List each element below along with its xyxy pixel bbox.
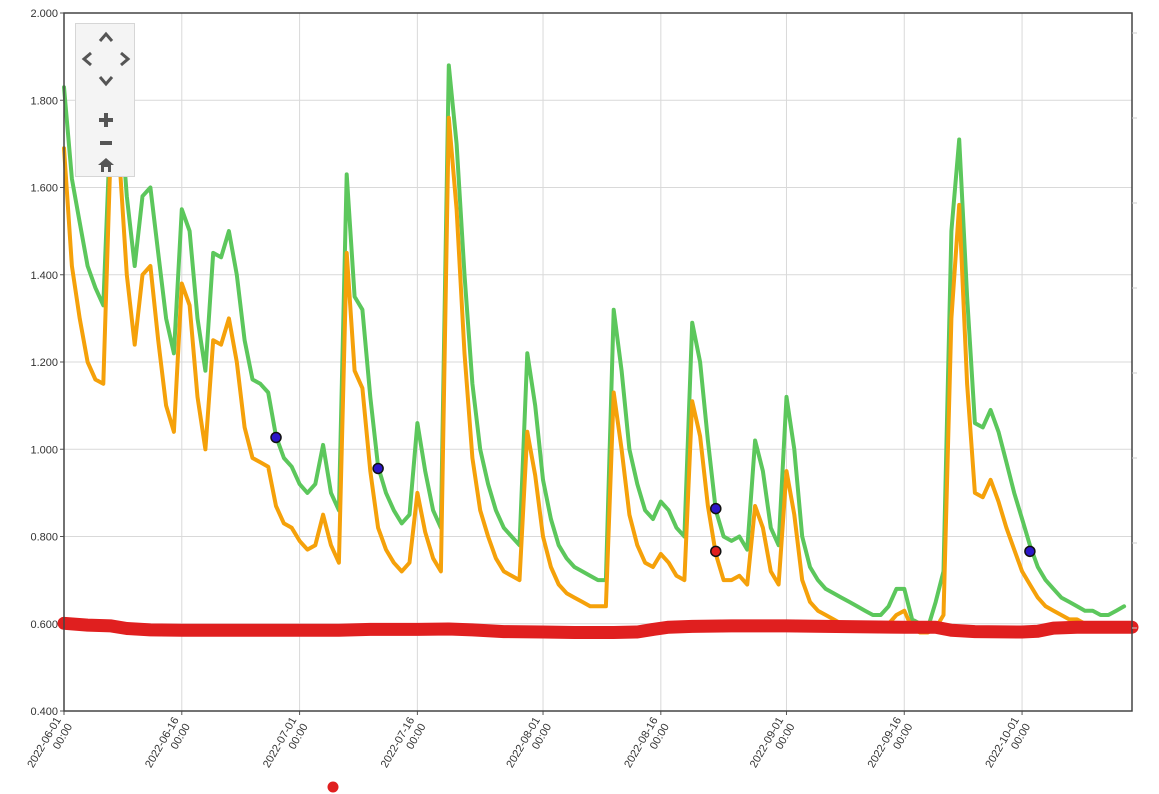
legend-marker-dot [327,781,339,793]
y-tick-label: 1.800 [30,95,58,107]
data-marker-point[interactable] [270,431,282,444]
y-tick-label: 1.400 [30,270,58,282]
data-marker-point[interactable] [710,545,722,558]
pan-right-icon[interactable] [114,48,136,70]
data-marker-point[interactable] [372,462,384,475]
pan-left-icon[interactable] [76,48,98,70]
pan-down-icon[interactable] [95,70,117,92]
y-tick-label: 0.600 [30,619,58,631]
y-tick-label: 2.000 [30,8,58,20]
series-line-3 [57,616,1139,639]
home-icon[interactable] [95,154,117,176]
y-tick-label: 0.400 [30,706,58,718]
data-marker-point[interactable] [1024,545,1036,558]
plot-frame [63,12,1133,712]
y-tick-label: 0.800 [30,532,58,544]
series-line-2 [62,115,1127,635]
pan-up-icon[interactable] [95,26,117,48]
data-marker-point[interactable] [710,502,722,515]
navigation-panel [75,23,135,177]
y-tick-label: 1.000 [30,444,58,456]
zoom-out-icon[interactable] [95,132,117,154]
zoom-in-icon[interactable] [95,109,117,131]
y-tick-label: 1.200 [30,357,58,369]
y-tick-label: 1.600 [30,183,58,195]
